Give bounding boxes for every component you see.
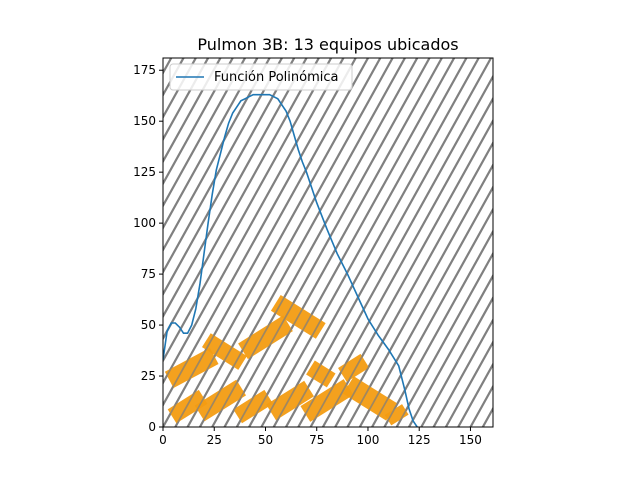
hatch-line xyxy=(532,58,640,427)
y-tick-label: 125 xyxy=(133,165,156,179)
chart-title: Pulmon 3B: 13 equipos ubicados xyxy=(197,35,458,54)
hatch-line xyxy=(618,58,640,427)
hatch-line xyxy=(0,58,48,427)
hatch-line xyxy=(0,58,110,427)
hatch-line xyxy=(0,58,97,427)
hatch-line xyxy=(471,58,640,427)
hatch-line xyxy=(471,58,640,427)
hatch-line xyxy=(0,58,85,427)
hatch-line xyxy=(594,58,640,427)
x-tick-label: 50 xyxy=(258,433,273,447)
hatch-line xyxy=(557,58,640,427)
legend: Función Polinómica xyxy=(170,64,352,90)
hatch-line xyxy=(581,58,640,427)
hatch-line xyxy=(0,58,122,427)
y-tick-label: 150 xyxy=(133,114,156,128)
hatch-line xyxy=(557,58,640,427)
hatch-line xyxy=(0,58,110,427)
y-tick-label: 75 xyxy=(141,267,156,281)
y-tick-label: 0 xyxy=(148,420,156,434)
hatch-line xyxy=(0,58,36,427)
hatch-line xyxy=(0,58,85,427)
hatch-line xyxy=(569,58,640,427)
hatch-line xyxy=(495,58,640,427)
hatch-line xyxy=(0,58,122,427)
hatch-line xyxy=(630,58,640,427)
hatch-line xyxy=(544,58,640,427)
hatch-line xyxy=(606,58,640,427)
y-tick-label: 25 xyxy=(141,369,156,383)
x-tick-label: 125 xyxy=(408,433,431,447)
hatch-line xyxy=(0,58,61,427)
hatch-line xyxy=(0,58,11,427)
hatch-line xyxy=(0,58,36,427)
x-tick-label: 25 xyxy=(207,433,222,447)
y-tick-label: 175 xyxy=(133,63,156,77)
x-tick-label: 0 xyxy=(159,433,167,447)
hatch-line xyxy=(569,58,640,427)
hatch-line xyxy=(0,58,11,427)
hatch-line xyxy=(520,58,640,427)
hatch-line xyxy=(0,58,147,427)
hatch-line xyxy=(0,58,73,427)
x-tick-label: 75 xyxy=(309,433,324,447)
hatch-line xyxy=(483,58,640,427)
x-axis: 0 25 50 75 100 125 150 xyxy=(159,427,482,447)
legend-label: Función Polinómica xyxy=(214,70,338,85)
hatch-line xyxy=(483,58,640,427)
hatch-line xyxy=(0,58,73,427)
hatch-line xyxy=(0,58,48,427)
hatch-line xyxy=(544,58,640,427)
x-tick-label: 150 xyxy=(459,433,482,447)
y-tick-label: 50 xyxy=(141,318,156,332)
hatch-line xyxy=(618,58,640,427)
hatch-line xyxy=(0,58,147,427)
hatch-line xyxy=(630,58,640,427)
hatch-line xyxy=(0,58,24,427)
x-tick-label: 100 xyxy=(357,433,380,447)
hatch-line xyxy=(0,58,61,427)
hatch-line xyxy=(0,58,134,427)
hatch-line xyxy=(0,58,134,427)
hatch-line xyxy=(0,58,97,427)
hatch-line xyxy=(495,58,640,427)
y-tick-label: 100 xyxy=(133,216,156,230)
hatch-line xyxy=(606,58,640,427)
hatch-line xyxy=(520,58,640,427)
y-axis: 0 25 50 75 100 125 150 175 xyxy=(133,63,163,434)
hatch-line xyxy=(507,58,640,427)
hatch-line xyxy=(594,58,640,427)
hatch-line xyxy=(0,58,24,427)
hatch-line xyxy=(581,58,640,427)
hatch-line xyxy=(507,58,640,427)
hatch-line xyxy=(532,58,640,427)
